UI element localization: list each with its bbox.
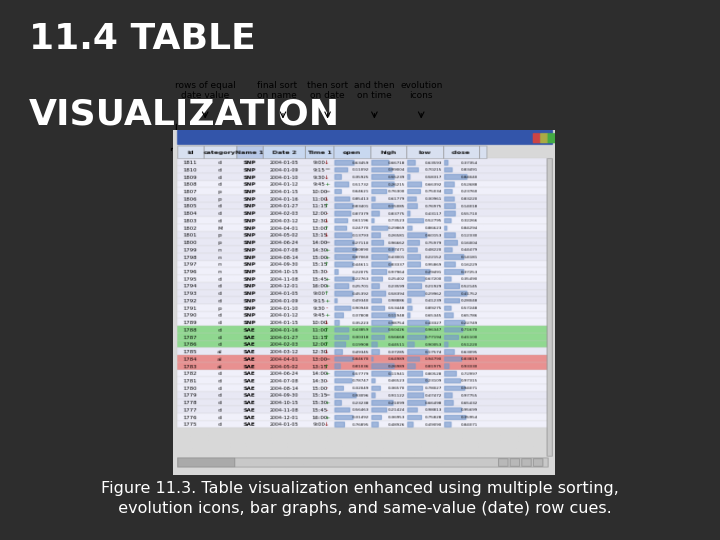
Text: zoom slider: zoom slider — [482, 447, 534, 456]
Text: and then
on time: and then on time — [354, 80, 395, 100]
Text: then sort
on date: then sort on date — [307, 80, 348, 100]
Text: 11.4 TABLE: 11.4 TABLE — [29, 22, 256, 56]
Text: final sort
on name: final sort on name — [257, 80, 297, 100]
Text: VISUALIZATION: VISUALIZATION — [29, 97, 340, 131]
Text: attribute bar graphs: attribute bar graphs — [285, 447, 377, 456]
Text: evolution icons, bar graphs, and same-value (date) row cues.: evolution icons, bar graphs, and same-va… — [108, 501, 612, 516]
Text: Figure 11.3. Table visualization enhanced using multiple sorting,: Figure 11.3. Table visualization enhance… — [101, 481, 619, 496]
Text: rows of equal
date value: rows of equal date value — [175, 80, 235, 100]
Text: evolution
icons: evolution icons — [400, 80, 442, 100]
